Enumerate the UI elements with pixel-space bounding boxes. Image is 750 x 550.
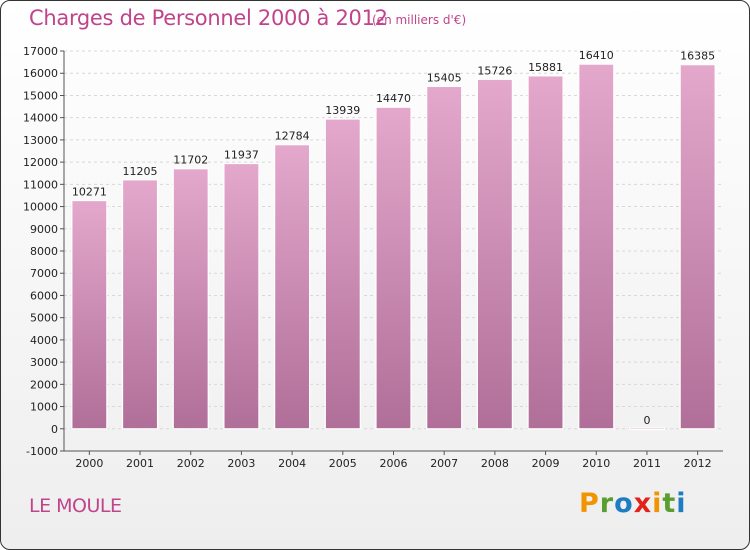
bar-2001 [121, 179, 159, 430]
x-tick-label: 2001 [126, 457, 154, 470]
y-tick-label: 16000 [23, 67, 58, 80]
x-tick-label: 2012 [684, 457, 712, 470]
y-tick-label: 5000 [30, 312, 58, 325]
x-tick-label: 2002 [177, 457, 205, 470]
bar-2000 [71, 199, 108, 430]
y-tick-label: 8000 [30, 245, 58, 258]
x-tick-label: 2010 [582, 457, 610, 470]
data-label-2011: 0 [643, 414, 650, 427]
y-tick-label: 12000 [23, 156, 58, 169]
data-label-2012: 16385 [680, 50, 715, 63]
data-label-2009: 15881 [528, 61, 563, 74]
y-tick-label: 11000 [23, 178, 58, 191]
y-tick-label: 14000 [23, 112, 58, 125]
bar-2007 [426, 85, 463, 430]
data-labels: 10271 11205 11702 11937 12784 13939 14470 15405… [72, 49, 715, 427]
x-tick-label: 2011 [633, 457, 661, 470]
y-tick-label: 2000 [30, 378, 58, 391]
data-label-2000: 10271 [72, 186, 107, 199]
y-tick-label: -1000 [26, 445, 58, 458]
bar-2011 [628, 427, 666, 431]
x-tick-label: 2007 [430, 457, 458, 470]
bar-2010 [578, 63, 615, 430]
bars [71, 63, 716, 431]
logo-letter: x [633, 488, 653, 519]
y-tick-label: 17000 [23, 45, 58, 58]
y-tick-label: 7000 [30, 267, 58, 280]
y-tick-label: 0 [51, 423, 58, 436]
y-tick-label: 10000 [23, 201, 58, 214]
x-tick-label: 2004 [278, 457, 306, 470]
logo-letter: r [599, 488, 615, 519]
data-label-2007: 15405 [427, 71, 462, 84]
chart-subtitle: (en milliers d'€) [372, 13, 467, 27]
bar-2004 [274, 144, 311, 430]
bar-2012 [679, 64, 716, 430]
data-label-2010: 16410 [579, 49, 614, 62]
x-tick-label: 2000 [75, 457, 103, 470]
data-label-2004: 12784 [275, 130, 310, 143]
bar-2005 [324, 118, 361, 430]
logo-letter: i [652, 488, 663, 519]
axes: -1000 0 1000 2000 3000 4000 5000 6000 7000 8000 90… [23, 45, 723, 470]
logo-letter: i [676, 488, 687, 519]
logo-letter: o [614, 488, 634, 519]
bar-2009 [527, 75, 564, 430]
bar-2002 [172, 168, 209, 430]
logo-letter: P [579, 488, 600, 519]
chart-title: Charges de Personnel 2000 à 2012 [29, 6, 388, 30]
proxiti-logo: Proxiti [579, 488, 687, 519]
data-label-2001: 11205 [123, 165, 158, 178]
bar-2008 [476, 78, 513, 430]
data-label-2003: 11937 [224, 149, 259, 162]
y-tick-label: 13000 [23, 134, 58, 147]
data-label-2008: 15726 [477, 64, 512, 77]
commune-name: LE MOULE [29, 495, 122, 517]
y-tick-label: 3000 [30, 356, 58, 369]
bar-2003 [223, 162, 260, 430]
x-tick-label: 2006 [380, 457, 408, 470]
y-tick-label: 9000 [30, 223, 58, 236]
bar-2006 [375, 106, 412, 430]
x-tick-label: 2005 [329, 457, 357, 470]
y-tick-label: 15000 [23, 89, 58, 102]
data-label-2006: 14470 [376, 92, 411, 105]
y-tick-label: 4000 [30, 334, 58, 347]
y-tick-label: 1000 [30, 401, 58, 414]
y-tick-label: 6000 [30, 289, 58, 302]
logo-letter: t [662, 488, 677, 519]
x-tick-label: 2009 [532, 457, 560, 470]
data-label-2005: 13939 [325, 104, 360, 117]
x-tick-label: 2008 [481, 457, 509, 470]
data-label-2002: 11702 [173, 154, 208, 167]
x-tick-label: 2003 [227, 457, 255, 470]
